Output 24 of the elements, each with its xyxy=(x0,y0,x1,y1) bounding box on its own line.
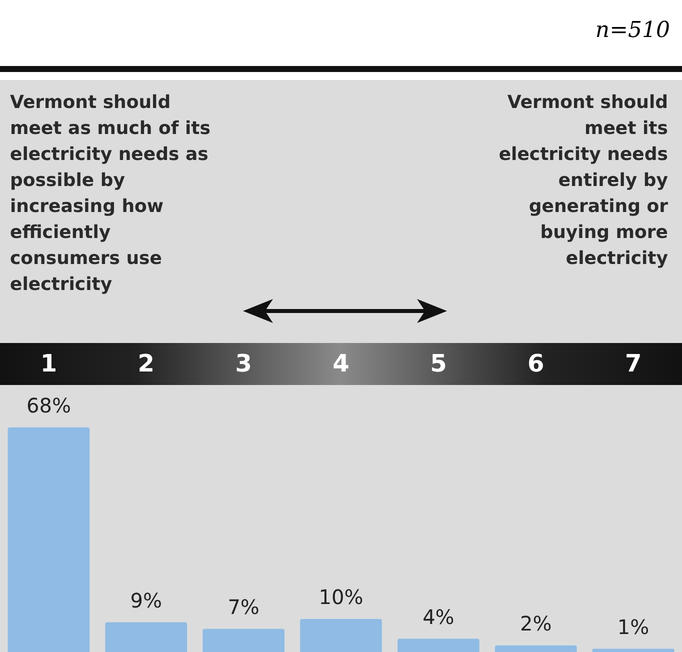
bar xyxy=(300,618,382,652)
text: Vermont should meet its electricity needs entirely by generating or buying more electricity xyxy=(498,91,668,271)
data-label: 4% xyxy=(422,604,454,629)
data-label: 2% xyxy=(520,612,552,636)
data-label: 10% xyxy=(318,585,364,610)
x-tick-label: 2 xyxy=(138,350,154,378)
bar xyxy=(494,645,577,652)
bar xyxy=(8,427,90,652)
data-label: 9% xyxy=(130,588,162,612)
data-label: 68% xyxy=(26,394,71,418)
x-tick-label: 7 xyxy=(624,350,642,378)
bar xyxy=(592,648,674,652)
x-tick-label: 1 xyxy=(40,350,58,378)
x-tick-label: 3 xyxy=(235,350,252,378)
text: n=510 xyxy=(595,18,670,43)
bar xyxy=(202,628,284,652)
bar xyxy=(105,622,188,652)
x-tick-label: 4 xyxy=(332,350,350,378)
data-label: 7% xyxy=(228,595,260,620)
text: Vermont should meet as much of its electricity needs as possible by increasing how efficiently consumers use electricity xyxy=(10,91,212,297)
x-tick-label: 6 xyxy=(528,350,544,378)
data-label: 1% xyxy=(617,614,650,639)
x-tick-label: 5 xyxy=(430,350,447,378)
bar xyxy=(398,638,480,652)
